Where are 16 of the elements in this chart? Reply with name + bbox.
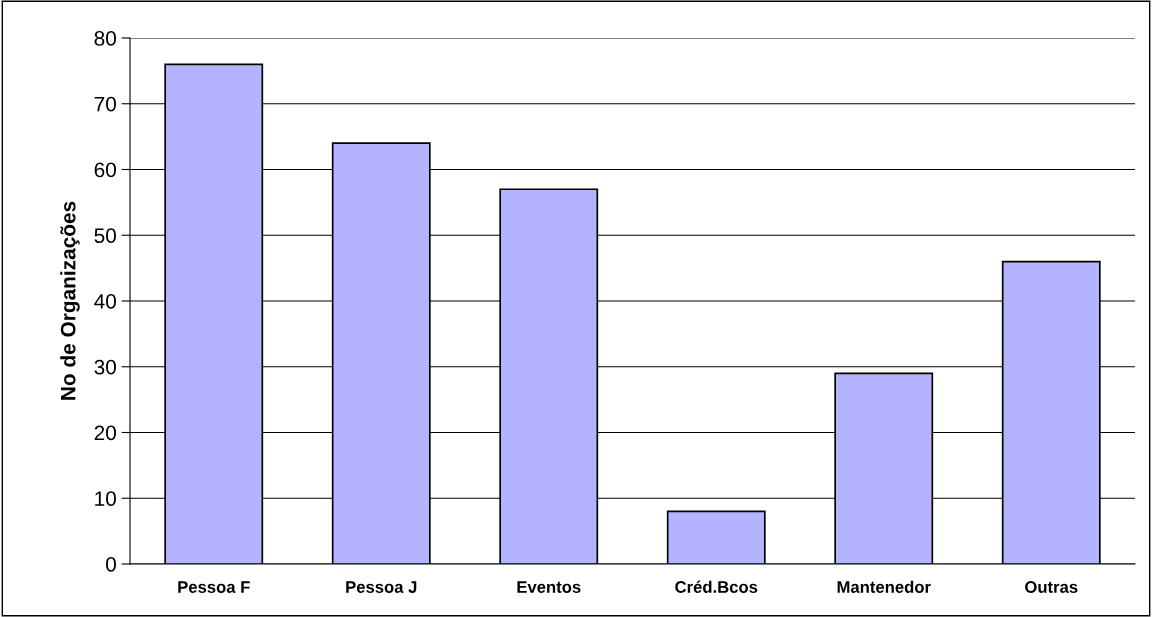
- x-tick-label: Pessoa J: [346, 581, 417, 593]
- y-tick-label: 0: [106, 557, 116, 572]
- y-tick-label: 30: [94, 359, 116, 375]
- x-tick-label: Mantenedor: [837, 580, 931, 593]
- y-tick-label: 10: [95, 491, 116, 506]
- y-tick-label: 60: [94, 162, 116, 178]
- x-tick-label: Pessoa F: [178, 581, 250, 593]
- y-tick-label: 40: [94, 294, 116, 309]
- y-axis-title: No de Organizações: [60, 201, 80, 400]
- y-tick-label: 70: [94, 96, 116, 112]
- y-tick-label: 80: [94, 31, 116, 46]
- y-tick-label: 50: [94, 228, 116, 243]
- y-tick-label: 20: [94, 425, 116, 441]
- x-tick-label: Créd.Bcos: [675, 580, 758, 593]
- x-tick-label: Eventos: [517, 581, 581, 593]
- x-tick-label: Outras: [1025, 581, 1078, 593]
